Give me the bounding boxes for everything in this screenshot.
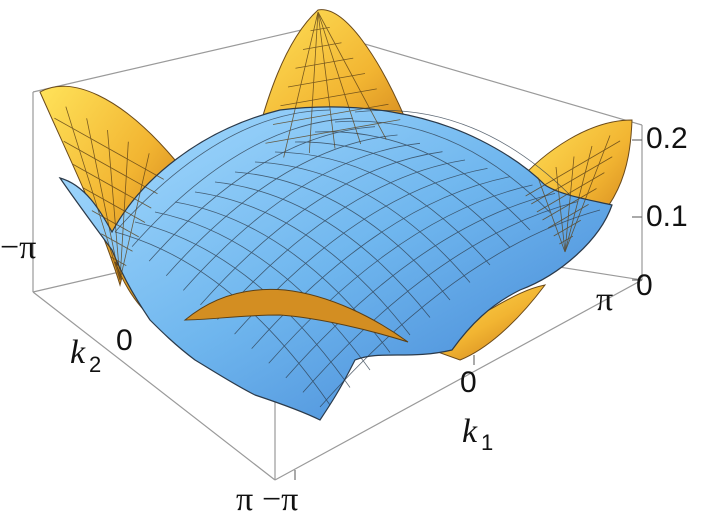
orange-mesh-line bbox=[317, 11, 362, 145]
blue-mesh-line-a bbox=[154, 211, 371, 371]
orange-mesh-line bbox=[119, 141, 129, 281]
orange-mesh-line bbox=[308, 11, 319, 154]
x-tick-neg-pi: −π bbox=[262, 481, 298, 518]
z-tick-0: 0 bbox=[636, 269, 653, 302]
orange-mesh-line bbox=[317, 11, 387, 140]
blue-dome bbox=[58, 106, 613, 421]
blue-mesh-line-a bbox=[254, 161, 471, 283]
orange-mesh-line bbox=[537, 177, 566, 253]
orange-mesh-line bbox=[564, 145, 593, 253]
blue-mesh-line-a bbox=[294, 141, 511, 248]
blue-mesh-line-b bbox=[148, 126, 376, 262]
blue-mesh-line-a bbox=[354, 109, 571, 196]
z-axis: 0 0.1 0.2 bbox=[632, 122, 688, 302]
blue-mesh-line-a bbox=[194, 191, 411, 336]
y-axis: −π 0 π k 2 bbox=[0, 229, 253, 518]
y-axis-label: k bbox=[70, 334, 86, 371]
blue-mesh-line-a bbox=[214, 181, 431, 318]
blue-mesh-line-b bbox=[131, 117, 353, 247]
x-tick-0: 0 bbox=[460, 366, 477, 399]
blue-mesh-line-b bbox=[268, 184, 533, 364]
orange-mesh bbox=[54, 11, 621, 281]
orange-mesh-line bbox=[65, 106, 121, 281]
y-tick-pi: π bbox=[236, 481, 253, 518]
blue-mesh-line-a bbox=[314, 131, 531, 231]
x-axis-label-sub: 1 bbox=[481, 430, 493, 455]
blue-mesh-line-b bbox=[165, 134, 398, 277]
orange-mesh-line bbox=[555, 166, 566, 253]
orange-mesh-line bbox=[564, 135, 611, 253]
y-axis-label-sub: 2 bbox=[89, 352, 101, 377]
z-tick-1: 0.1 bbox=[646, 200, 688, 233]
y-tick-neg-pi: −π bbox=[0, 229, 36, 266]
orange-front-ridge bbox=[183, 288, 409, 343]
x-axis: −π 0 π k 1 bbox=[262, 281, 613, 518]
blue-mesh-line-b bbox=[183, 142, 421, 291]
blue-mesh-line-a bbox=[114, 231, 331, 406]
blue-mesh bbox=[114, 109, 601, 408]
orange-mesh-line bbox=[107, 129, 121, 281]
orange-mesh-line bbox=[564, 156, 575, 253]
blue-mesh-line-b bbox=[200, 151, 443, 306]
blue-mesh-line-b bbox=[302, 201, 578, 393]
blue-mesh-line-a bbox=[274, 151, 491, 266]
y-tick-0: 0 bbox=[116, 324, 133, 357]
orange-mesh-line bbox=[283, 11, 319, 158]
x-tick-pi: π bbox=[596, 281, 613, 318]
blue-mesh-line-b bbox=[319, 209, 601, 408]
orange-mesh-line bbox=[86, 118, 121, 281]
blue-mesh-line-a bbox=[234, 171, 451, 301]
blue-mesh-line-b bbox=[285, 192, 556, 379]
blue-mesh-line-a bbox=[334, 120, 551, 213]
orange-mesh-line bbox=[317, 11, 336, 149]
blue-surface bbox=[58, 106, 613, 421]
x-axis-label: k bbox=[462, 413, 478, 450]
blue-mesh-line-b bbox=[217, 159, 466, 320]
orange-mesh-line bbox=[119, 153, 150, 281]
z-tick-2: 0.2 bbox=[646, 122, 688, 155]
blue-mesh-line-a bbox=[134, 221, 351, 388]
